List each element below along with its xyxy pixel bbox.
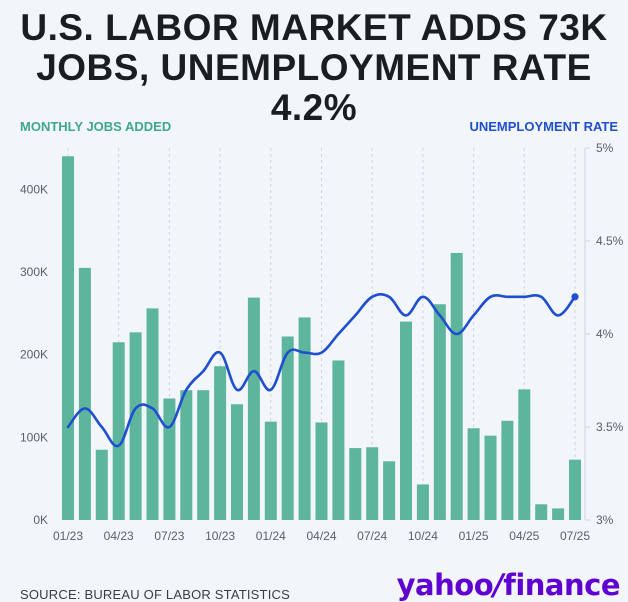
bar-12/23: [247, 297, 260, 520]
unemployment-line: [66, 292, 577, 448]
left-tick-label: 200K: [20, 348, 48, 362]
bar-03/23: [95, 449, 108, 520]
source-note: SOURCE: BUREAU OF LABOR STATISTICS: [20, 587, 290, 602]
bar-02/23: [78, 267, 91, 520]
x-tick-label: 07/24: [357, 529, 387, 543]
bar-10/24: [416, 484, 429, 520]
left-axis-label: MONTHLY JOBS ADDED: [20, 119, 172, 134]
right-tick-label: 4.5%: [596, 234, 624, 248]
bar-01/25: [467, 428, 480, 520]
right-tick-label: 3%: [596, 513, 614, 527]
x-tick-label: 01/24: [256, 529, 286, 543]
bar-11/24: [433, 304, 446, 520]
right-tick-label: 4%: [596, 327, 614, 341]
bar-12/24: [450, 252, 463, 520]
x-tick-label: 01/23: [53, 529, 83, 543]
bar-09/24: [400, 321, 412, 520]
bar-01/23: [62, 156, 74, 520]
left-tick-label: 0K: [33, 513, 48, 527]
bar-07/25: [569, 459, 581, 520]
bar-02/25: [484, 435, 497, 520]
x-tick-label: 07/25: [560, 529, 590, 543]
bar-05/23: [129, 332, 142, 520]
bar-10/23: [214, 366, 227, 520]
bar-11/23: [231, 404, 243, 520]
chart-title: U.S. LABOR MARKET ADDS 73K JOBS, UNEMPLO…: [0, 8, 628, 128]
title-line-2: JOBS, UNEMPLOYMENT RATE 4.2%: [36, 47, 592, 128]
left-tick-label: 100K: [20, 430, 48, 444]
bar-05/24: [332, 360, 345, 520]
bar-04/23: [112, 342, 125, 520]
right-tick-label: 5%: [596, 141, 614, 155]
x-tick-label: 10/24: [408, 529, 438, 543]
bar-01/24: [264, 421, 277, 520]
unemployment-last-point: [571, 293, 579, 301]
left-tick-label: 400K: [20, 182, 48, 196]
bar-08/23: [180, 390, 193, 520]
x-tick-label: 01/25: [459, 529, 489, 543]
x-tick-label: 04/24: [306, 529, 336, 543]
bar-03/25: [501, 420, 514, 520]
x-tick-label: 10/23: [205, 529, 235, 543]
bar-04/24: [315, 422, 328, 520]
bar-06/25: [552, 508, 565, 520]
bar-07/24: [366, 447, 379, 520]
x-tick-label: 04/25: [509, 529, 539, 543]
x-tick-label: 07/23: [154, 529, 184, 543]
bar-07/23: [163, 398, 176, 520]
left-tick-label: 300K: [20, 265, 48, 279]
title-line-1: U.S. LABOR MARKET ADDS 73K: [20, 7, 608, 48]
bar-03/24: [298, 317, 311, 520]
bar-04/25: [518, 389, 531, 520]
bar-06/24: [349, 448, 362, 520]
bar-02/24: [281, 336, 294, 520]
right-axis-label: UNEMPLOYMENT RATE: [469, 119, 618, 134]
bar-05/25: [535, 504, 548, 520]
yahoo-finance-logo: yahoo/finance: [396, 568, 621, 602]
bar-09/23: [197, 390, 210, 520]
bar-08/24: [383, 461, 396, 520]
right-tick-label: 3.5%: [596, 420, 624, 434]
bar-06/23: [146, 308, 159, 520]
x-tick-label: 04/23: [104, 529, 134, 543]
